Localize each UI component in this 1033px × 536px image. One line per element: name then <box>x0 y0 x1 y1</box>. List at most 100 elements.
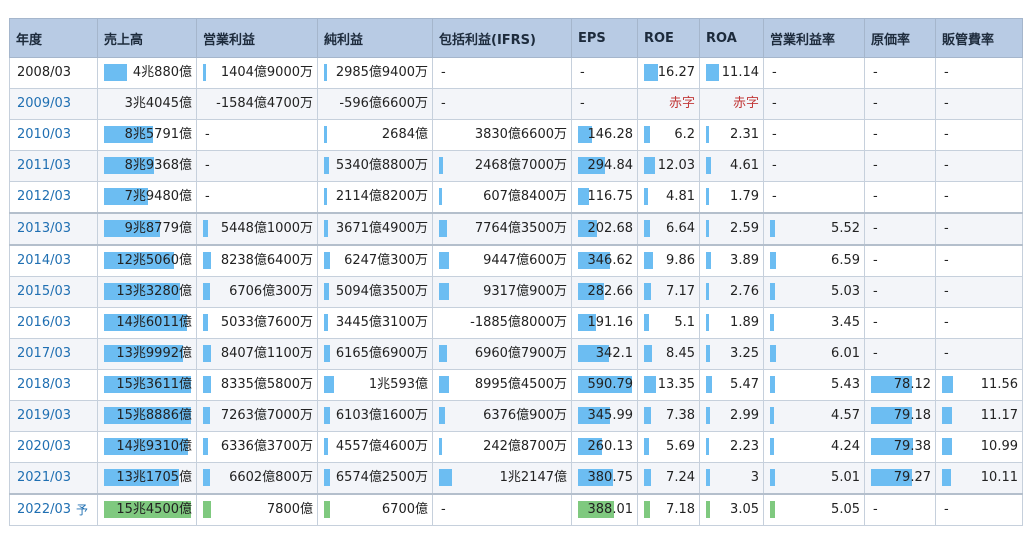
col-header-roe[interactable]: ROE <box>637 18 700 58</box>
col-header-net-profit[interactable]: 純利益 <box>317 18 433 58</box>
cell-sales: 4兆880億 <box>97 57 197 89</box>
cell-sales: 14兆9310億 <box>97 431 197 463</box>
col-header-eps[interactable]: EPS <box>571 18 638 58</box>
value-bar <box>644 252 653 269</box>
cell-value: 6.59 <box>831 253 860 268</box>
year-link[interactable]: 2018/03 <box>17 377 72 392</box>
year-link[interactable]: 2019/03 <box>17 408 72 423</box>
value-bar <box>104 220 160 237</box>
year-link[interactable]: 2022/03 <box>17 502 72 517</box>
cell-operating-margin: - <box>763 119 865 151</box>
cell-value: 6706億300万 <box>229 284 313 299</box>
year-link[interactable]: 2014/03 <box>17 253 72 268</box>
cell-operating-profit: 6706億300万 <box>196 276 318 308</box>
cell-operating-margin: - <box>763 88 865 120</box>
cell-sga-ratio: 10.11 <box>935 462 1023 495</box>
year-link[interactable]: 2016/03 <box>17 315 72 330</box>
cell-value: 8兆5791億 <box>124 127 192 142</box>
value-bar <box>324 188 327 205</box>
cell-value: 15兆8886億 <box>116 408 192 423</box>
value-bar <box>203 64 206 81</box>
year-link[interactable]: 2009/03 <box>17 96 72 111</box>
cell-value: 9317億900万 <box>483 284 567 299</box>
cell-operating-profit: 8238億6400万 <box>196 244 318 277</box>
value-bar <box>942 376 953 393</box>
cell-operating-margin: 3.45 <box>763 307 865 339</box>
year-link[interactable]: 2021/03 <box>17 470 72 485</box>
cell-value: - <box>580 96 585 111</box>
col-header-sga-ratio[interactable]: 販管費率 <box>935 18 1023 58</box>
cell-sales: 13兆1705億 <box>97 462 197 495</box>
cell-value: 2684億 <box>381 127 428 142</box>
cell-sga-ratio: - <box>935 212 1023 246</box>
cell-value: 6.2 <box>674 127 695 142</box>
year-link[interactable]: 2020/03 <box>17 439 72 454</box>
cell-roa: 2.31 <box>699 119 764 151</box>
value-bar <box>439 376 449 393</box>
cell-value: 3.05 <box>730 502 759 517</box>
value-bar <box>706 376 712 393</box>
cell-eps: - <box>571 57 638 89</box>
cell-value: - <box>944 253 949 268</box>
year-link[interactable]: 2011/03 <box>17 158 72 173</box>
value-bar <box>324 314 328 331</box>
cell-value: -1885億8000万 <box>470 315 567 330</box>
cell-value: - <box>873 96 878 111</box>
cell-roa: 3.25 <box>699 338 764 370</box>
col-header-year[interactable]: 年度 <box>9 18 98 58</box>
cell-comprehensive-income: - <box>432 493 572 526</box>
year-link[interactable]: 2010/03 <box>17 127 72 142</box>
year-link[interactable]: 2015/03 <box>17 284 72 299</box>
cell-value: 9.86 <box>666 253 695 268</box>
col-header-sales[interactable]: 売上高 <box>97 18 197 58</box>
value-bar <box>439 345 447 362</box>
col-header-operating-margin[interactable]: 営業利益率 <box>763 18 865 58</box>
cell-operating-profit: 1404億9000万 <box>196 57 318 89</box>
table-row: 2022/03 予 15兆4500億 7800億 6700億 -388.01 7.18 3.0… <box>9 493 1023 526</box>
year-link[interactable]: 2017/03 <box>17 346 72 361</box>
value-bar <box>578 252 610 269</box>
cell-sga-ratio: 10.99 <box>935 431 1023 463</box>
cell-roe: 赤字 <box>637 88 700 120</box>
col-header-operating-profit[interactable]: 営業利益 <box>196 18 318 58</box>
year-link[interactable]: 2013/03 <box>17 221 72 236</box>
value-bar <box>770 314 774 331</box>
cell-value: 6336億3700万 <box>220 439 313 454</box>
value-bar <box>439 252 449 269</box>
cell-net-profit: 3445億3100万 <box>317 307 433 339</box>
value-bar <box>578 345 609 362</box>
cell-value: 5.43 <box>831 377 860 392</box>
cell-comprehensive-income: 607億8400万 <box>432 181 572 214</box>
cell-sga-ratio: - <box>935 244 1023 277</box>
col-header-roa[interactable]: ROA <box>699 18 764 58</box>
value-bar <box>578 314 596 331</box>
value-bar <box>706 345 710 362</box>
cell-net-profit: 3671億4900万 <box>317 212 433 246</box>
cell-cost-ratio: - <box>864 88 936 120</box>
cell-value: 1兆593億 <box>368 377 428 392</box>
value-bar <box>770 501 775 518</box>
cell-value: - <box>944 221 949 236</box>
year-link[interactable]: 2012/03 <box>17 189 72 204</box>
col-header-comprehensive-income[interactable]: 包括利益(IFRS) <box>432 18 572 58</box>
cell-eps: 116.75 <box>571 181 638 214</box>
cell-value: 8335億5800万 <box>220 377 313 392</box>
cell-operating-margin: 5.03 <box>763 276 865 308</box>
value-bar <box>104 469 179 486</box>
cell-operating-profit: 7800億 <box>196 493 318 526</box>
col-header-cost-ratio[interactable]: 原価率 <box>864 18 936 58</box>
cell-value: 6376億900万 <box>483 408 567 423</box>
cell-sales: 12兆5060億 <box>97 244 197 277</box>
cell-value: 3兆4045億 <box>124 96 192 111</box>
cell-value: - <box>944 346 949 361</box>
cell-eps: 380.75 <box>571 462 638 495</box>
cell-roe: 13.35 <box>637 369 700 401</box>
cell-net-profit: 1兆593億 <box>317 369 433 401</box>
cell-value: - <box>441 96 446 111</box>
year-cell: 2009/03 <box>9 88 98 120</box>
cell-operating-profit: 7263億7000万 <box>196 400 318 432</box>
cell-sga-ratio: - <box>935 88 1023 120</box>
cell-value: 12兆5060億 <box>116 253 192 268</box>
cell-value: 8238億6400万 <box>220 253 313 268</box>
year-cell: 2022/03 予 <box>9 493 98 526</box>
